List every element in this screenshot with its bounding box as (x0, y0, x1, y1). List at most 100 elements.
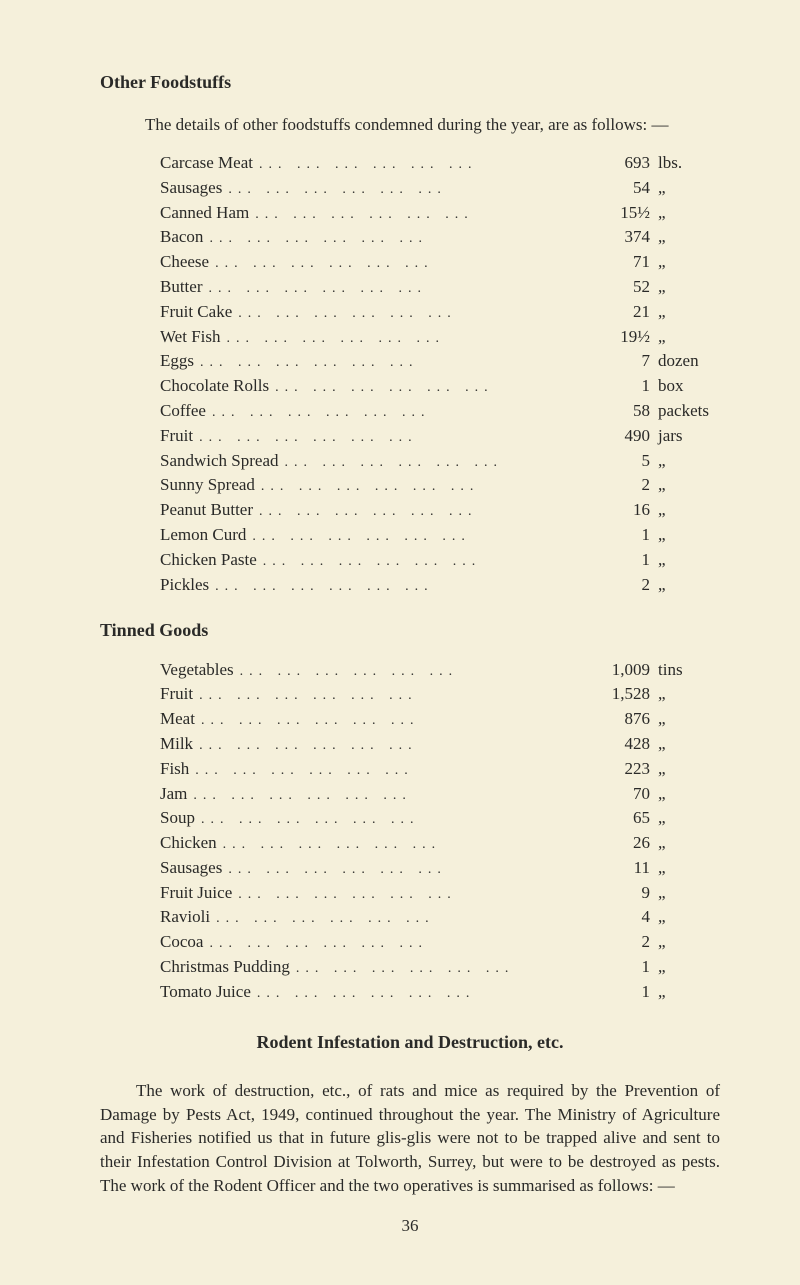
item-quantity: 5 (598, 449, 658, 473)
list-item: Sausages... ... ... ... ... ...54„ (160, 176, 720, 200)
list-item: Bacon... ... ... ... ... ...374„ (160, 225, 720, 249)
item-quantity: 1 (598, 374, 658, 398)
item-quantity: 70 (598, 782, 658, 806)
item-label: Canned Ham (160, 201, 249, 225)
item-unit: packets (658, 399, 720, 423)
leader-dots: ... ... ... ... ... ... (269, 378, 598, 398)
item-quantity: 1 (598, 955, 658, 979)
item-label: Sausages (160, 856, 222, 880)
item-label: Chicken Paste (160, 548, 257, 572)
item-unit: „ (658, 806, 720, 830)
item-quantity: 16 (598, 498, 658, 522)
item-unit: „ (658, 548, 720, 572)
item-quantity: 71 (598, 250, 658, 274)
item-unit: „ (658, 225, 720, 249)
intro-text: The details of other foodstuffs condemne… (100, 113, 720, 137)
leader-dots: ... ... ... ... ... ... (189, 761, 598, 781)
item-quantity: 7 (598, 349, 658, 373)
leader-dots: ... ... ... ... ... ... (194, 353, 598, 373)
item-quantity: 428 (598, 732, 658, 756)
item-unit: „ (658, 275, 720, 299)
item-label: Cocoa (160, 930, 203, 954)
foodstuffs-list: Carcase Meat... ... ... ... ... ...693lb… (160, 151, 720, 596)
item-unit: „ (658, 201, 720, 225)
item-quantity: 2 (598, 930, 658, 954)
leader-dots: ... ... ... ... ... ... (222, 860, 598, 880)
item-label: Sausages (160, 176, 222, 200)
item-quantity: 21 (598, 300, 658, 324)
list-item: Fruit Juice... ... ... ... ... ...9„ (160, 881, 720, 905)
list-item: Vegetables... ... ... ... ... ...1,009ti… (160, 658, 720, 682)
item-label: Meat (160, 707, 195, 731)
leader-dots: ... ... ... ... ... ... (251, 984, 598, 1004)
item-label: Chicken (160, 831, 217, 855)
item-quantity: 1,528 (598, 682, 658, 706)
leader-dots: ... ... ... ... ... ... (232, 885, 598, 905)
item-unit: „ (658, 757, 720, 781)
item-unit: tins (658, 658, 720, 682)
leader-dots: ... ... ... ... ... ... (290, 959, 598, 979)
item-unit: „ (658, 523, 720, 547)
leader-dots: ... ... ... ... ... ... (203, 229, 598, 249)
list-item: Chicken... ... ... ... ... ...26„ (160, 831, 720, 855)
item-quantity: 1,009 (598, 658, 658, 682)
item-unit: „ (658, 449, 720, 473)
item-quantity: 58 (598, 399, 658, 423)
item-unit: „ (658, 300, 720, 324)
item-label: Tomato Juice (160, 980, 251, 1004)
item-label: Fruit (160, 424, 193, 448)
leader-dots: ... ... ... ... ... ... (195, 810, 598, 830)
item-quantity: 9 (598, 881, 658, 905)
item-label: Cheese (160, 250, 209, 274)
item-unit: lbs. (658, 151, 720, 175)
item-quantity: 4 (598, 905, 658, 929)
item-label: Fruit Cake (160, 300, 232, 324)
list-item: Cocoa... ... ... ... ... ...2„ (160, 930, 720, 954)
list-item: Fruit... ... ... ... ... ...490jars (160, 424, 720, 448)
page-number: 36 (100, 1214, 720, 1238)
leader-dots: ... ... ... ... ... ... (193, 736, 598, 756)
leader-dots: ... ... ... ... ... ... (209, 254, 598, 274)
leader-dots: ... ... ... ... ... ... (193, 686, 598, 706)
list-item: Sunny Spread... ... ... ... ... ...2„ (160, 473, 720, 497)
list-item: Meat... ... ... ... ... ...876„ (160, 707, 720, 731)
item-unit: „ (658, 176, 720, 200)
list-item: Pickles... ... ... ... ... ...2„ (160, 573, 720, 597)
item-unit: dozen (658, 349, 720, 373)
item-unit: „ (658, 473, 720, 497)
heading-rodent: Rodent Infestation and Destruction, etc. (100, 1030, 720, 1055)
item-unit: „ (658, 707, 720, 731)
body-paragraph: The work of destruction, etc., of rats a… (100, 1079, 720, 1198)
list-item: Eggs... ... ... ... ... ...7dozen (160, 349, 720, 373)
item-quantity: 52 (598, 275, 658, 299)
item-unit: „ (658, 980, 720, 1004)
list-item: Ravioli... ... ... ... ... ...4„ (160, 905, 720, 929)
item-unit: box (658, 374, 720, 398)
item-quantity: 26 (598, 831, 658, 855)
leader-dots: ... ... ... ... ... ... (209, 577, 598, 597)
leader-dots: ... ... ... ... ... ... (249, 205, 598, 225)
item-quantity: 1 (598, 980, 658, 1004)
item-label: Fruit (160, 682, 193, 706)
list-item: Milk... ... ... ... ... ...428„ (160, 732, 720, 756)
leader-dots: ... ... ... ... ... ... (187, 786, 598, 806)
item-label: Milk (160, 732, 193, 756)
list-item: Soup... ... ... ... ... ...65„ (160, 806, 720, 830)
list-item: Coffee... ... ... ... ... ...58packets (160, 399, 720, 423)
heading-tinned-goods: Tinned Goods (100, 618, 720, 643)
leader-dots: ... ... ... ... ... ... (232, 304, 598, 324)
leader-dots: ... ... ... ... ... ... (234, 662, 598, 682)
item-quantity: 374 (598, 225, 658, 249)
item-quantity: 19½ (598, 325, 658, 349)
leader-dots: ... ... ... ... ... ... (246, 527, 598, 547)
item-unit: „ (658, 498, 720, 522)
item-unit: „ (658, 573, 720, 597)
item-label: Peanut Butter (160, 498, 253, 522)
leader-dots: ... ... ... ... ... ... (255, 477, 598, 497)
item-quantity: 876 (598, 707, 658, 731)
item-unit: „ (658, 930, 720, 954)
leader-dots: ... ... ... ... ... ... (206, 403, 598, 423)
tinned-list: Vegetables... ... ... ... ... ...1,009ti… (160, 658, 720, 1004)
item-label: Fish (160, 757, 189, 781)
item-quantity: 2 (598, 473, 658, 497)
